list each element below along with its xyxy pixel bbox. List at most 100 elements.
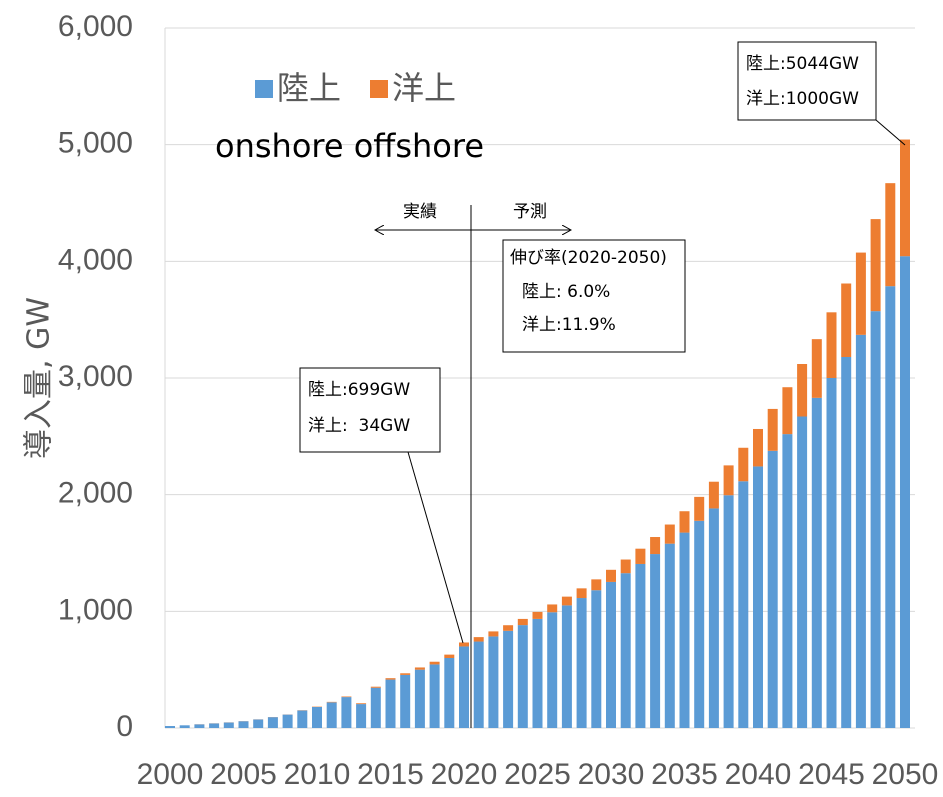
bar-segment xyxy=(870,219,881,312)
bar-segment xyxy=(444,654,455,658)
bar-segment xyxy=(459,642,469,647)
bar-segment xyxy=(356,704,367,728)
bar-segment xyxy=(811,397,822,728)
bar-segment xyxy=(400,674,411,728)
bar-segment xyxy=(209,723,220,728)
bar-segment xyxy=(870,311,881,728)
bar-segment xyxy=(855,334,866,728)
bar-segment xyxy=(723,465,734,496)
bar-segment xyxy=(782,387,793,435)
bar-segment xyxy=(532,618,543,728)
bar-segment xyxy=(473,641,484,728)
bar-segment xyxy=(679,532,690,728)
bar-segment xyxy=(826,312,837,378)
bar-segment xyxy=(370,686,381,688)
y-axis-label: 導入量, GW xyxy=(22,297,57,459)
bar-segment xyxy=(841,357,852,728)
bar-segment xyxy=(547,612,558,728)
x-tick-label: 2005 xyxy=(210,758,277,791)
bar-segment xyxy=(429,664,440,728)
leader-line xyxy=(875,119,906,146)
bar-segment xyxy=(576,588,587,599)
bar-segment xyxy=(488,631,499,637)
bar-segment xyxy=(855,252,866,335)
legend-label: 陸上 xyxy=(277,69,341,107)
bar-segment xyxy=(650,554,661,728)
annotation-text: 伸び率(2020-2050) xyxy=(510,248,667,268)
x-tick-label: 2020 xyxy=(431,758,498,791)
bar-segment xyxy=(635,548,646,564)
y-tick-label: 0 xyxy=(116,710,133,743)
y-tick-label: 5,000 xyxy=(58,127,133,160)
bar-segment xyxy=(356,703,367,705)
bar-segment xyxy=(444,658,455,728)
bar-segment xyxy=(179,725,190,728)
bar-segment xyxy=(341,697,352,728)
annotation-box xyxy=(502,239,686,353)
annotation-box xyxy=(737,41,877,121)
bar-segment xyxy=(606,569,616,582)
bar-segment xyxy=(797,416,808,728)
bar-segment xyxy=(738,447,749,482)
bar-segment xyxy=(841,283,852,357)
x-tick-label: 2010 xyxy=(284,758,351,791)
bar-segment xyxy=(826,378,837,728)
bar-segment xyxy=(517,618,528,626)
bar-segment xyxy=(267,717,278,728)
annotation-text: 洋上:1000GW xyxy=(746,89,859,109)
x-tick-label: 2035 xyxy=(651,758,718,791)
bar-segment xyxy=(811,339,822,398)
bar-segment xyxy=(694,520,705,728)
bar-segment xyxy=(414,669,425,728)
y-tick-label: 1,000 xyxy=(58,593,133,626)
y-tick-label: 4,000 xyxy=(58,243,133,276)
bar-segment xyxy=(767,450,778,728)
annotation-text: 陸上: 6.0% xyxy=(522,282,610,302)
bar-segment xyxy=(532,611,543,619)
bar-segment xyxy=(738,481,749,728)
bar-segment xyxy=(576,598,587,728)
bar-segment xyxy=(385,679,396,728)
annotation-text: 陸上:5044GW xyxy=(746,54,859,74)
y-tick-label: 6,000 xyxy=(58,10,133,43)
bar-segment xyxy=(767,408,778,451)
bar-segment xyxy=(679,511,690,533)
x-tick-label: 2000 xyxy=(137,758,204,791)
legend-subtitle: onshore offshore xyxy=(215,127,484,165)
bar-segment xyxy=(429,661,440,665)
bar-segment xyxy=(370,687,381,728)
bar-segment xyxy=(885,286,896,728)
bar-segment xyxy=(473,637,484,642)
bar-segment xyxy=(620,559,631,574)
bar-segment xyxy=(238,721,249,728)
bar-segment xyxy=(650,537,661,555)
bar-segment xyxy=(503,630,514,728)
bar-segment xyxy=(900,256,910,728)
bar-segment xyxy=(488,636,499,728)
bar-segment xyxy=(341,696,352,698)
bar-segment xyxy=(606,581,616,728)
bar-segment xyxy=(664,524,675,544)
bar-segment xyxy=(885,183,896,287)
bar-segment xyxy=(900,139,910,257)
bar-segment xyxy=(165,726,175,728)
annotation-box xyxy=(299,367,441,453)
bar-segment xyxy=(385,678,396,680)
bar-segment xyxy=(312,707,322,728)
x-tick-label: 2050 xyxy=(872,758,939,791)
x-tick-label: 2030 xyxy=(578,758,645,791)
bar-segment xyxy=(282,714,293,728)
y-tick-label: 3,000 xyxy=(58,360,133,393)
x-tick-label: 2025 xyxy=(504,758,571,791)
bar-segment xyxy=(723,495,734,728)
bar-segment xyxy=(223,722,234,728)
bar-segment xyxy=(547,604,558,613)
bar-segment xyxy=(591,579,602,591)
bar-segment xyxy=(517,625,528,728)
bar-segment xyxy=(459,646,469,728)
bar-segment xyxy=(753,466,763,728)
bar-segment xyxy=(400,673,411,675)
annotation-text: 陸上:699GW xyxy=(308,380,410,400)
x-tick-label: 2015 xyxy=(357,758,424,791)
